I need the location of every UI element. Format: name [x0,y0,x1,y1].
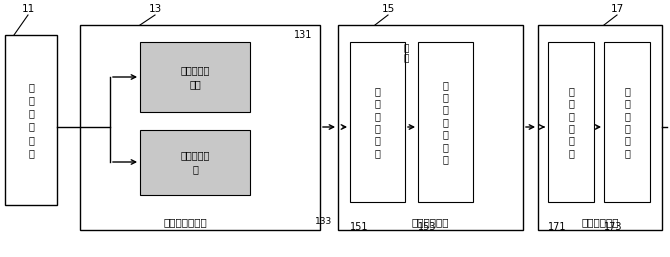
Text: 光
流
计
算
模
块: 光 流 计 算 模 块 [374,86,380,158]
Bar [80,25,320,230]
Text: 信
息
融
合
模
块: 信 息 融 合 模 块 [624,86,630,158]
Text: 13: 13 [148,4,161,14]
Text: 模
块: 模 块 [403,44,409,64]
Text: 17: 17 [610,4,624,14]
Text: 光
流
异
常
值
剔
除: 光 流 异 常 值 剔 除 [442,80,448,164]
Text: 组合导航模块: 组合导航模块 [582,217,619,227]
Text: 131: 131 [293,30,312,40]
Bar [5,35,57,205]
Text: 151: 151 [350,222,368,232]
Text: 171: 171 [548,222,567,232]
Bar [140,42,250,112]
Bar [538,25,662,230]
Text: 133: 133 [315,217,332,226]
Text: 图像预处理模块: 图像预处理模块 [163,217,207,227]
Bar [418,42,473,202]
Bar [350,42,405,202]
Text: 11: 11 [21,4,35,14]
Text: 光流计算模块: 光流计算模块 [411,217,449,227]
Text: 153: 153 [418,222,436,232]
Text: 15: 15 [381,4,395,14]
Bar [604,42,650,202]
Bar [140,130,250,195]
Text: 173: 173 [604,222,622,232]
Text: 二值化处理
模块: 二值化处理 模块 [180,65,210,89]
Text: 光
流
补
偿
模
块: 光 流 补 偿 模 块 [568,86,574,158]
Text: 图
像
采
集
模
块: 图 像 采 集 模 块 [28,82,34,158]
Text: 中值滤波模
块: 中值滤波模 块 [180,150,210,174]
Bar [548,42,594,202]
Bar [338,25,523,230]
